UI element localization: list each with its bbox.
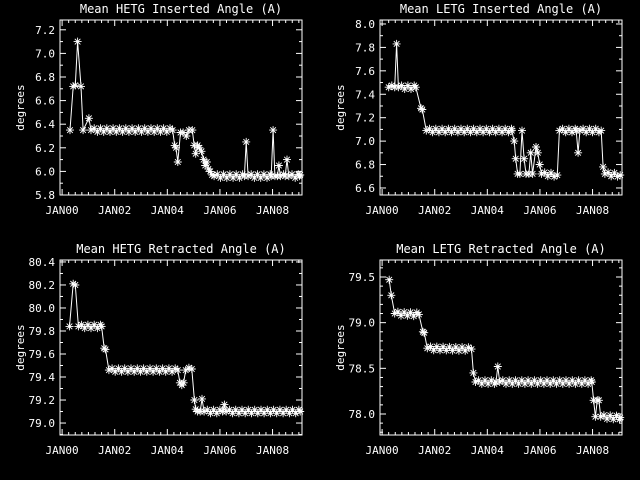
chart-hetg-inserted-canvas: Mean HETG Inserted Angle (A) degrees JAN00… [0,0,320,240]
chart-title: Mean LETG Retracted Angle (A) [396,242,606,256]
x-tick-label: JAN04 [151,204,184,217]
data-markers [66,37,305,182]
y-tick-label: 7.8 [355,41,375,54]
x-tick-label: JAN06 [523,204,556,217]
x-tick-label: JAN04 [471,204,504,217]
y-tick-label: 79.5 [349,271,376,284]
plot-frame [379,19,623,196]
y-tick-label: 7.4 [355,88,375,101]
data-markers [65,279,305,418]
chart-letg-retracted-canvas: Mean LETG Retracted Angle (A) degrees JAN0… [320,240,640,480]
x-tick-label: JAN02 [418,444,451,457]
x-tick-label: JAN06 [523,444,556,457]
y-axis-label: degrees [14,84,27,130]
y-tick-label: 8.0 [355,18,375,31]
chart-hetg-retracted: Mean HETG Retracted Angle (A) degrees JAN0… [0,240,320,480]
data-line [388,279,621,419]
y-tick-label: 79.4 [29,371,56,384]
x-tick-label: JAN00 [366,204,399,217]
chart-title: Mean HETG Inserted Angle (A) [80,2,282,16]
x-tick-label: JAN08 [576,204,609,217]
y-tick-label: 80.0 [29,302,56,315]
y-tick-label: 79.0 [29,417,56,430]
y-tick-label: 6.0 [35,165,55,178]
y-tick-label: 79.6 [29,348,56,361]
data-markers [384,39,625,181]
chart-hetg-inserted: Mean HETG Inserted Angle (A) degrees JAN00… [0,0,320,240]
x-tick-label: JAN06 [203,204,236,217]
y-tick-label: 7.2 [35,24,55,37]
y-tick-label: 6.2 [35,142,55,155]
y-axis-label: degrees [334,324,347,370]
y-tick-label: 6.6 [355,182,375,195]
x-tick-label: JAN08 [256,204,289,217]
y-tick-label: 79.8 [29,325,56,338]
y-tick-label: 7.6 [355,65,375,78]
chart-title: Mean LETG Inserted Angle (A) [400,2,602,16]
plot-frame [379,259,623,436]
x-tick-label: JAN02 [98,444,131,457]
data-line [69,41,301,177]
chart-hetg-retracted-canvas: Mean HETG Retracted Angle (A) degrees JAN0… [0,240,320,480]
chart-letg-inserted: Mean LETG Inserted Angle (A) degrees JAN00… [320,0,640,240]
x-tick-label: JAN06 [203,444,236,457]
x-tick-label: JAN04 [151,444,184,457]
y-tick-label: 80.2 [29,279,56,292]
y-tick-label: 7.2 [355,112,375,125]
y-tick-label: 6.4 [35,118,55,131]
y-tick-label: 79.0 [349,317,376,330]
plot-frame [59,259,303,436]
y-tick-label: 80.4 [29,256,56,269]
y-axis-label: degrees [14,324,27,370]
x-tick-label: JAN08 [256,444,289,457]
x-tick-label: JAN04 [471,444,504,457]
y-axis-label: degrees [334,84,347,130]
y-tick-label: 7.0 [35,47,55,60]
x-tick-label: JAN00 [46,204,79,217]
y-tick-label: 6.8 [355,159,375,172]
y-tick-label: 5.8 [35,189,55,202]
data-markers [385,275,625,424]
x-tick-label: JAN02 [98,204,131,217]
x-tick-label: JAN02 [418,204,451,217]
chart-letg-retracted: Mean LETG Retracted Angle (A) degrees JAN0… [320,240,640,480]
chart-letg-inserted-canvas: Mean LETG Inserted Angle (A) degrees JAN00… [320,0,640,240]
y-tick-label: 78.5 [349,362,376,375]
x-tick-label: JAN08 [576,444,609,457]
y-tick-label: 79.2 [29,394,56,407]
y-tick-label: 78.0 [349,408,376,421]
x-tick-label: JAN00 [366,444,399,457]
x-tick-label: JAN00 [46,444,79,457]
chart-title: Mean HETG Retracted Angle (A) [76,242,286,256]
y-tick-label: 6.6 [35,95,55,108]
y-tick-label: 6.8 [35,71,55,84]
y-tick-label: 7.0 [355,135,375,148]
plot-frame [59,19,303,196]
